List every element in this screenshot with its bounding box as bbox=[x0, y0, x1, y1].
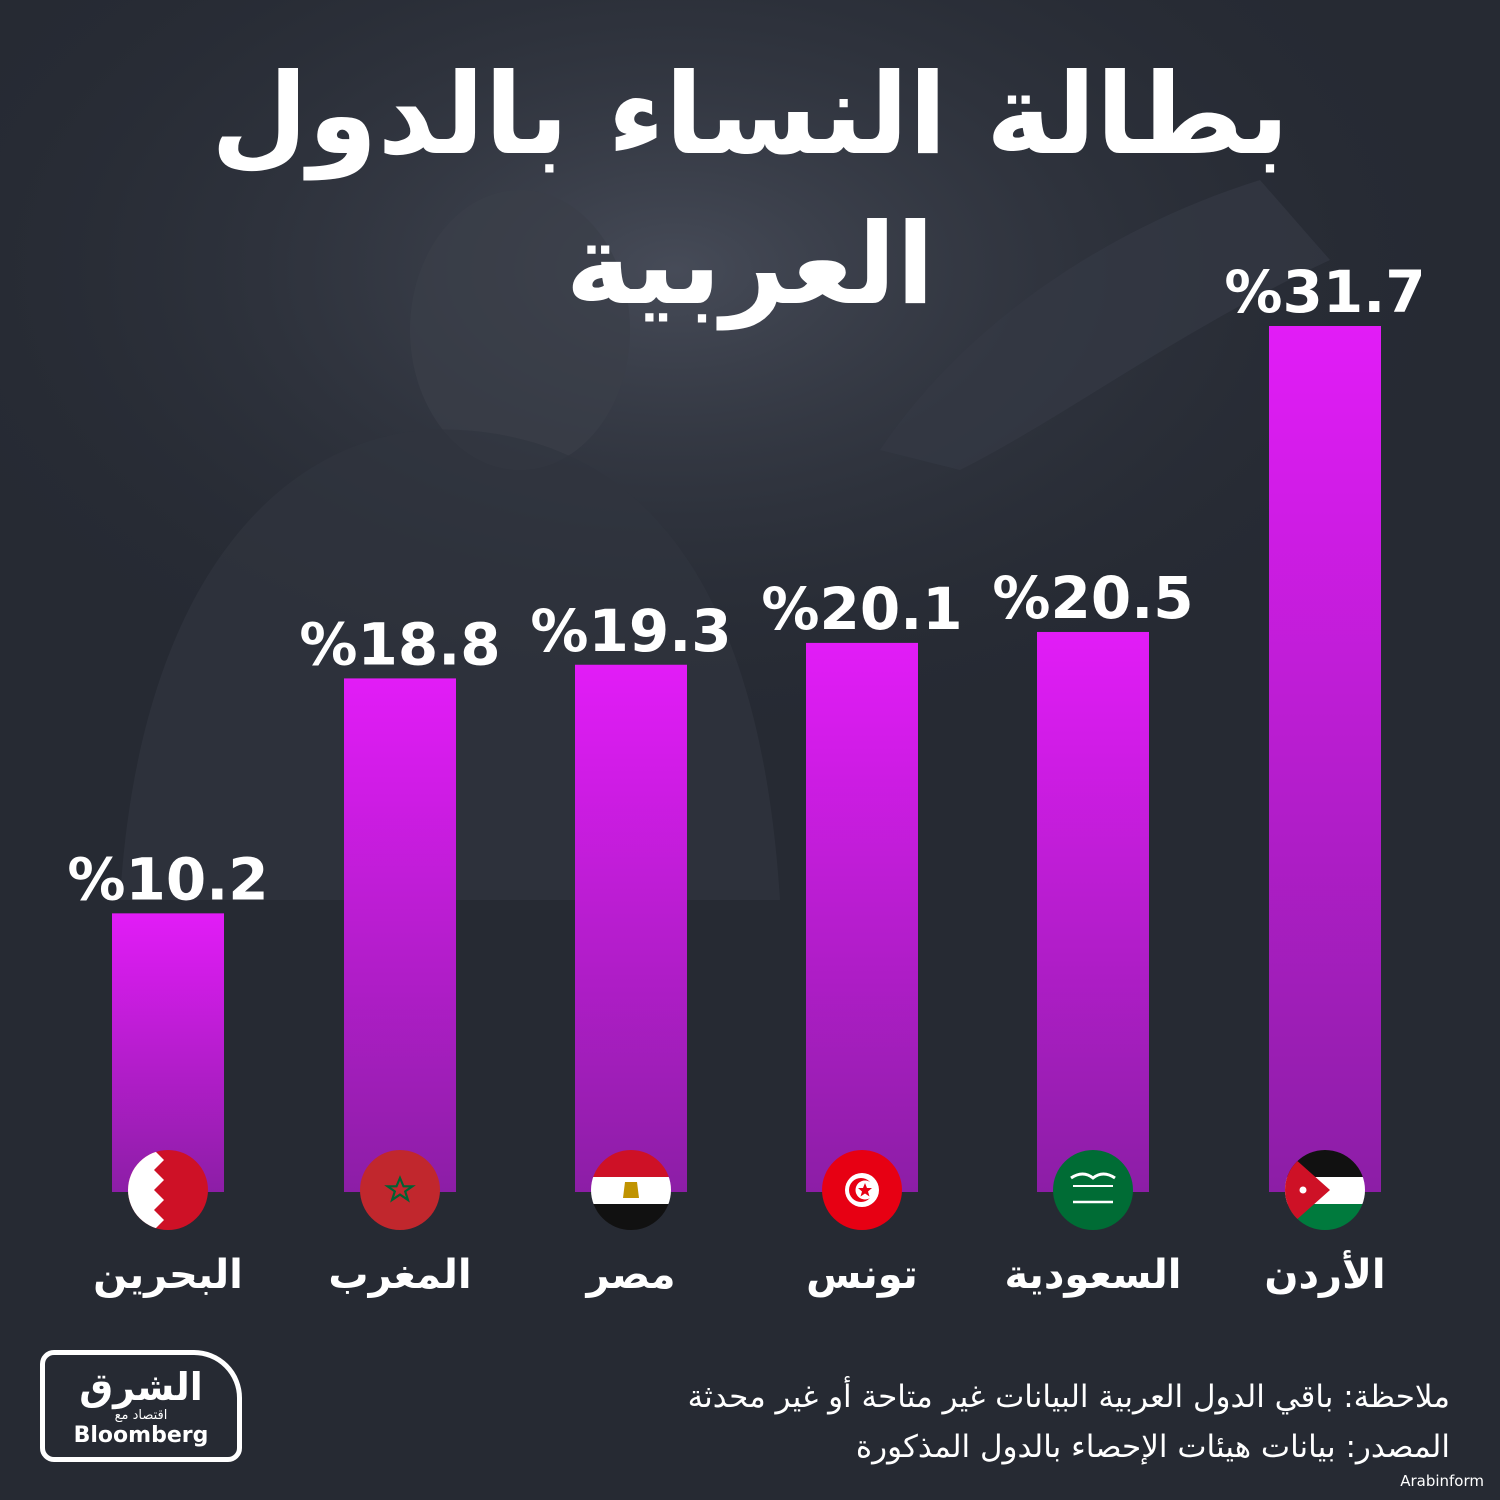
footer-notes: ملاحظة: باقي الدول العربية البيانات غير … bbox=[550, 1372, 1450, 1472]
note-text: ملاحظة: باقي الدول العربية البيانات غير … bbox=[687, 1379, 1450, 1415]
saudi-flag-icon bbox=[1053, 1150, 1133, 1230]
bahrain-flag-icon bbox=[128, 1150, 208, 1230]
category-label: السعودية bbox=[1005, 1252, 1182, 1298]
tunisia-flag-icon bbox=[822, 1150, 902, 1230]
value-label: %31.7 bbox=[1224, 258, 1425, 326]
bar-4 bbox=[806, 642, 918, 1192]
category-label: المغرب bbox=[328, 1252, 471, 1298]
bar-2 bbox=[344, 678, 456, 1192]
page-title: بطالة النساء بالدول العربية bbox=[210, 50, 1290, 330]
category-label: الأردن bbox=[1264, 1249, 1385, 1298]
bar-5 bbox=[1037, 631, 1149, 1192]
bar-1 bbox=[112, 913, 224, 1192]
category-label: مصر bbox=[584, 1252, 675, 1298]
source-text: المصدر: بيانات هيئات الإحصاء بالدول المذ… bbox=[855, 1429, 1450, 1465]
value-label: %20.1 bbox=[761, 575, 962, 643]
logo-text-ar: الشرق bbox=[79, 1365, 203, 1409]
value-label: %18.8 bbox=[299, 610, 500, 678]
brand-logo: الشرق اقتصاد مع Bloomberg bbox=[40, 1350, 242, 1462]
credit-text: Arabinform bbox=[1400, 1472, 1484, 1490]
value-label: %20.5 bbox=[992, 564, 1193, 632]
bar-3 bbox=[575, 664, 687, 1192]
logo-subtext: اقتصاد مع bbox=[114, 1408, 168, 1423]
category-label: البحرين bbox=[93, 1252, 243, 1298]
jordan-flag-icon bbox=[1285, 1150, 1365, 1230]
value-label: %19.3 bbox=[530, 597, 731, 665]
value-label: %10.2 bbox=[67, 845, 268, 913]
bar-6 bbox=[1269, 326, 1381, 1192]
logo-text-en: Bloomberg bbox=[73, 1423, 209, 1448]
bar-chart: %10.2 البحرين %18.8 المغرب %19.3 مصر %20.1 تونس… bbox=[67, 258, 1425, 1298]
category-label: تونس bbox=[806, 1252, 918, 1298]
egypt-flag-icon bbox=[591, 1150, 671, 1230]
morocco-flag-icon bbox=[360, 1150, 440, 1230]
